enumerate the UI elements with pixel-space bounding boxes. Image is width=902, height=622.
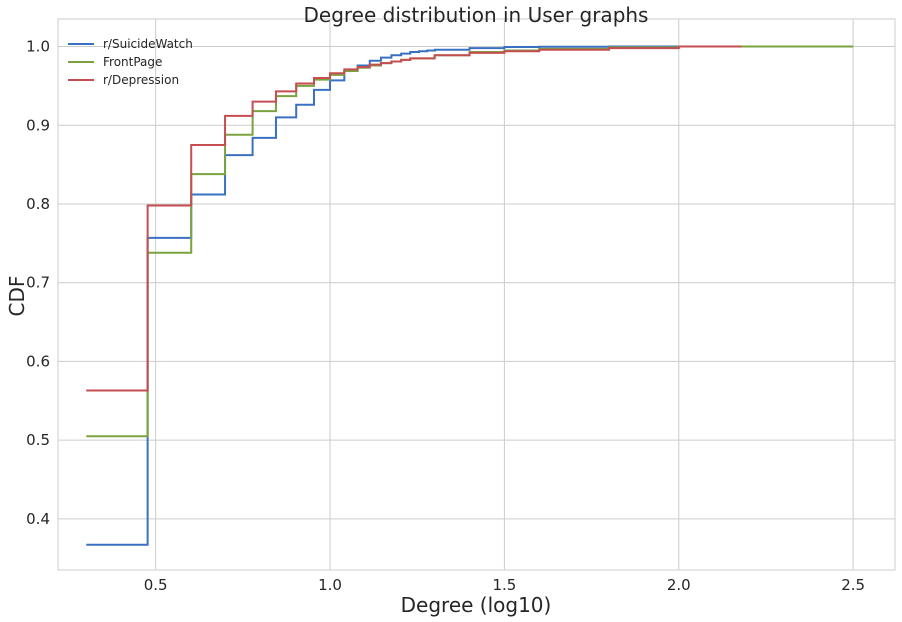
y-axis-title: CDF (5, 276, 29, 317)
chart-title: Degree distribution in User graphs (304, 3, 649, 27)
y-tick-label: 0.9 (26, 116, 50, 134)
x-tick-label: 1.0 (318, 576, 342, 594)
legend-label: r/SuicideWatch (103, 37, 193, 51)
x-tick-label: 2.5 (841, 576, 865, 594)
plot-frame (57, 18, 896, 571)
series-line-r-depression (86, 45, 742, 392)
y-tick-label: 0.6 (26, 352, 50, 370)
x-tick-labels: 0.5 1.0 1.5 2.0 2.5 (144, 576, 865, 594)
series-layer (86, 45, 854, 546)
y-tick-label: 0.5 (26, 431, 50, 449)
y-tick-label: 0.4 (26, 510, 50, 528)
legend: r/SuicideWatch FrontPage r/Depression (68, 37, 193, 87)
y-tick-label: 1.0 (26, 38, 50, 56)
x-tick-label: 2.0 (667, 576, 691, 594)
y-tick-label: 0.7 (26, 274, 50, 292)
series-line-r-suicidewatch (86, 45, 742, 546)
x-tick-label: 1.5 (492, 576, 516, 594)
y-tick-labels: 0.4 0.5 0.6 0.7 0.8 0.9 1.0 (26, 38, 50, 528)
x-tick-label: 0.5 (144, 576, 168, 594)
legend-label: FrontPage (103, 55, 162, 69)
y-tick-label: 0.8 (26, 195, 50, 213)
grid (58, 19, 895, 570)
x-axis-title: Degree (log10) (401, 593, 552, 617)
series-line-frontpage (86, 45, 854, 438)
legend-label: r/Depression (103, 73, 179, 87)
